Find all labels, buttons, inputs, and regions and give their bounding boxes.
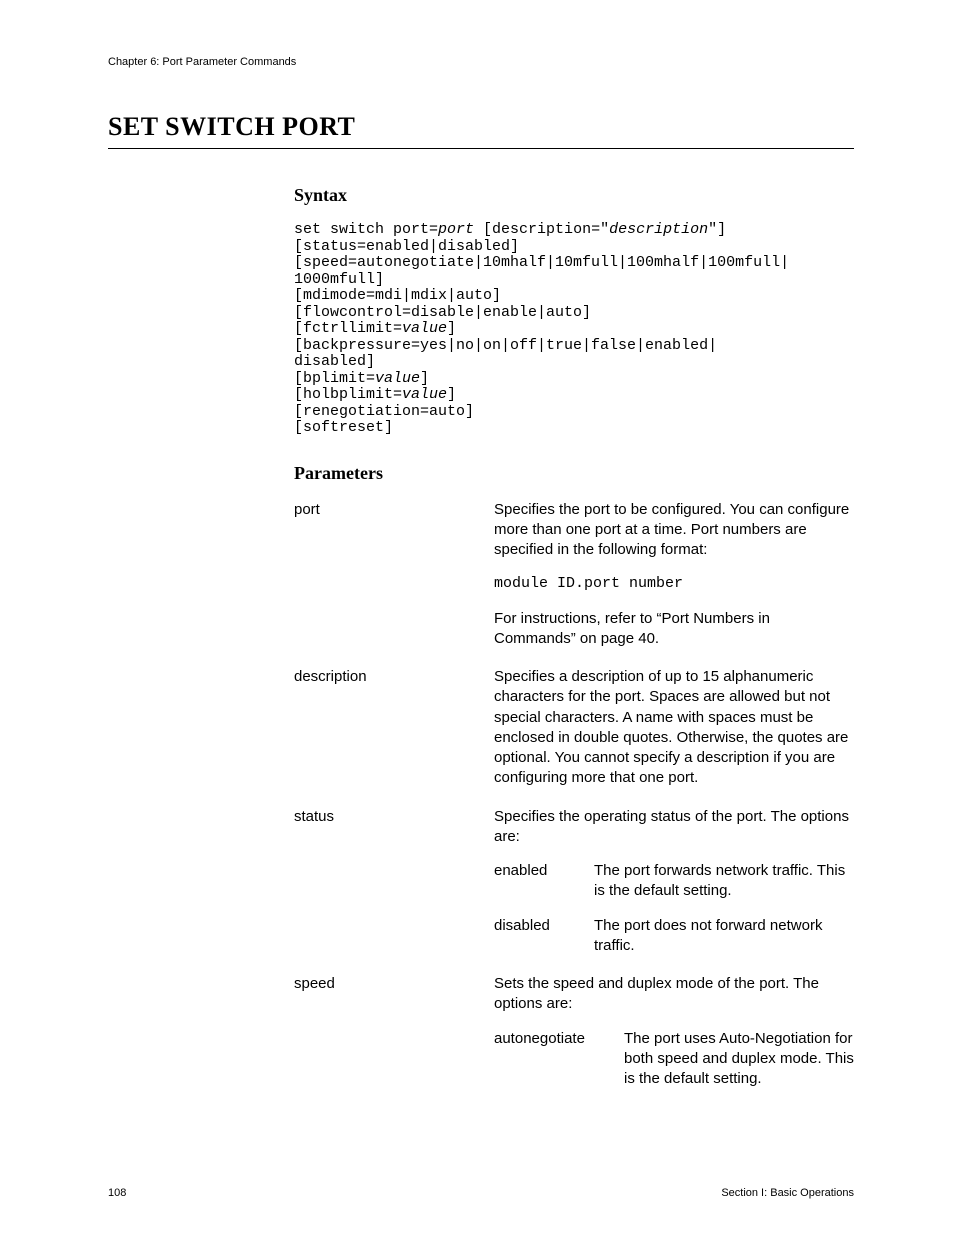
syntax-line: ]	[447, 386, 456, 403]
option-value: The port uses Auto-Negotiation for both …	[624, 1029, 854, 1090]
syntax-var: description	[609, 221, 708, 238]
option-key: autonegotiate	[494, 1029, 624, 1049]
syntax-line: [fctrllimit=	[294, 320, 402, 337]
option-key: disabled	[494, 916, 594, 936]
param-name: status	[294, 807, 494, 825]
chapter-header: Chapter 6: Port Parameter Commands	[108, 56, 854, 68]
param-description: description Specifies a description of u…	[294, 667, 854, 789]
option-row: enabled The port forwards network traffi…	[494, 861, 854, 902]
syntax-line: [bplimit=	[294, 370, 375, 387]
syntax-line: [holbplimit=	[294, 386, 402, 403]
syntax-line: 1000mfull]	[294, 271, 384, 288]
option-row: autonegotiate The port uses Auto-Negotia…	[494, 1029, 854, 1090]
param-body: Specifies the port to be configured. You…	[494, 500, 854, 650]
syntax-block: set switch port=port [description="descr…	[294, 222, 854, 437]
syntax-line: [mdimode=mdi|mdix|auto]	[294, 287, 501, 304]
param-code: module ID.port number	[494, 574, 854, 594]
param-name: speed	[294, 974, 494, 992]
param-speed: speed Sets the speed and duplex mode of …	[294, 974, 854, 1089]
option-row: disabled The port does not forward netwo…	[494, 916, 854, 957]
option-value: The port forwards network traffic. This …	[594, 861, 854, 902]
page-title: SET SWITCH PORT	[108, 112, 854, 149]
section-label: Section I: Basic Operations	[721, 1187, 854, 1199]
option-key: enabled	[494, 861, 594, 881]
syntax-line: disabled]	[294, 353, 375, 370]
syntax-var: port	[438, 221, 474, 238]
param-status: status Specifies the operating status of…	[294, 807, 854, 957]
option-value: The port does not forward network traffi…	[594, 916, 854, 957]
syntax-var: value	[402, 320, 447, 337]
param-text: Sets the speed and duplex mode of the po…	[494, 974, 854, 1015]
param-text: Specifies the port to be configured. You…	[494, 500, 854, 561]
parameters-list: port Specifies the port to be configured…	[294, 500, 854, 1090]
param-text: For instructions, refer to “Port Numbers…	[494, 609, 854, 650]
syntax-line: [speed=autonegotiate|10mhalf|10mfull|100…	[294, 254, 789, 271]
syntax-heading: Syntax	[294, 185, 854, 206]
syntax-line: [flowcontrol=disable|enable|auto]	[294, 304, 591, 321]
syntax-line: set switch port=	[294, 221, 438, 238]
syntax-line: [renegotiation=auto]	[294, 403, 474, 420]
param-port: port Specifies the port to be configured…	[294, 500, 854, 650]
syntax-var: value	[375, 370, 420, 387]
param-body: Sets the speed and duplex mode of the po…	[494, 974, 854, 1089]
content-area: Syntax set switch port=port [description…	[294, 185, 854, 1089]
parameters-heading: Parameters	[294, 463, 854, 484]
syntax-line: "]	[708, 221, 726, 238]
syntax-line: ]	[420, 370, 429, 387]
param-name: description	[294, 667, 494, 685]
param-name: port	[294, 500, 494, 518]
syntax-line: [description="	[474, 221, 609, 238]
param-text: Specifies a description of up to 15 alph…	[494, 667, 854, 789]
syntax-var: value	[402, 386, 447, 403]
syntax-line: ]	[447, 320, 456, 337]
param-body: Specifies a description of up to 15 alph…	[494, 667, 854, 789]
page-footer: 108 Section I: Basic Operations	[108, 1187, 854, 1199]
syntax-line: [backpressure=yes|no|on|off|true|false|e…	[294, 337, 717, 354]
param-body: Specifies the operating status of the po…	[494, 807, 854, 957]
syntax-line: [status=enabled|disabled]	[294, 238, 519, 255]
syntax-line: [softreset]	[294, 419, 393, 436]
param-text: Specifies the operating status of the po…	[494, 807, 854, 848]
page-number: 108	[108, 1187, 126, 1199]
